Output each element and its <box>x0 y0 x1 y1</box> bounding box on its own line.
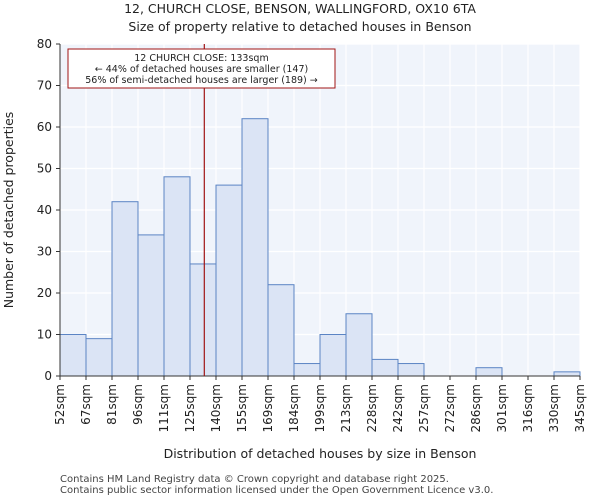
bar-228sqm <box>371 358 399 377</box>
x-tick-label: 67sqm <box>79 384 93 425</box>
bar-111sqm <box>163 176 191 377</box>
property-annotation: 12 CHURCH CLOSE: 133sqm ← 44% of detache… <box>67 48 336 89</box>
x-axis-label: Distribution of detached houses by size … <box>164 446 477 461</box>
x-tick-label: 286sqm <box>469 384 483 432</box>
x-tick-label: 184sqm <box>287 384 301 432</box>
bar-52sqm <box>59 334 87 377</box>
bar-286sqm <box>475 367 503 377</box>
x-tick-label: 316sqm <box>521 384 535 432</box>
y-tick-label: 20 <box>37 286 52 300</box>
bar-242sqm <box>397 363 425 377</box>
x-tick-label: 52sqm <box>53 384 67 425</box>
y-tick-label: 0 <box>44 369 52 383</box>
annotation-smaller: ← 44% of detached houses are smaller (14… <box>95 64 308 75</box>
x-tick-label: 155sqm <box>235 384 249 432</box>
x-tick-label: 330sqm <box>547 384 561 432</box>
x-tick-label: 345sqm <box>573 384 587 432</box>
footer-licence: Contains public sector information licen… <box>60 485 494 496</box>
x-tick-label: 125sqm <box>183 384 197 432</box>
x-tick-label: 111sqm <box>157 384 171 432</box>
footer-copyright: Contains HM Land Registry data © Crown c… <box>60 474 449 485</box>
annotation-larger: 56% of semi-detached houses are larger (… <box>85 75 318 86</box>
x-tick-label: 301sqm <box>495 384 509 432</box>
x-tick-label: 257sqm <box>417 384 431 432</box>
bar-199sqm <box>319 334 347 377</box>
y-tick-label: 70 <box>37 79 52 93</box>
chart-subtitle: Size of property relative to detached ho… <box>128 19 472 34</box>
y-tick-label: 60 <box>37 120 52 134</box>
x-tick-label: 140sqm <box>209 384 223 432</box>
bars <box>59 118 581 377</box>
x-tick-label: 199sqm <box>313 384 327 432</box>
x-tick-label: 169sqm <box>261 384 275 432</box>
y-tick-label: 30 <box>37 245 52 259</box>
bar-140sqm <box>215 184 243 377</box>
tick-labels: 0 10 20 30 40 50 60 70 80 52sqm 67sqm 81sqm 96sqm 111… <box>37 37 587 432</box>
annotation-box <box>67 48 336 89</box>
x-tick-label: 272sqm <box>443 384 457 432</box>
chart-title: 12, CHURCH CLOSE, BENSON, WALLINGFORD, O… <box>124 1 476 16</box>
y-axis-label: Number of detached properties <box>1 112 16 309</box>
y-tick-label: 80 <box>37 37 52 51</box>
bar-155sqm <box>241 118 269 377</box>
bar-96sqm <box>137 234 165 377</box>
y-tick-label: 50 <box>37 162 52 176</box>
bar-81sqm <box>111 201 139 377</box>
y-tick-label: 40 <box>37 203 52 217</box>
bar-125sqm <box>189 263 217 377</box>
bar-330sqm <box>553 371 581 377</box>
bar-67sqm <box>85 338 113 377</box>
x-tick-label: 228sqm <box>365 384 379 432</box>
x-tick-label: 81sqm <box>105 384 119 425</box>
annotation-label: 12 CHURCH CLOSE: 133sqm <box>134 53 268 64</box>
bar-213sqm <box>345 313 373 377</box>
x-tick-label: 96sqm <box>131 384 145 425</box>
y-tick-label: 10 <box>37 328 52 342</box>
x-tick-label: 242sqm <box>391 384 405 432</box>
bar-169sqm <box>267 284 295 377</box>
x-tick-label: 213sqm <box>339 384 353 432</box>
bar-184sqm <box>293 363 321 377</box>
